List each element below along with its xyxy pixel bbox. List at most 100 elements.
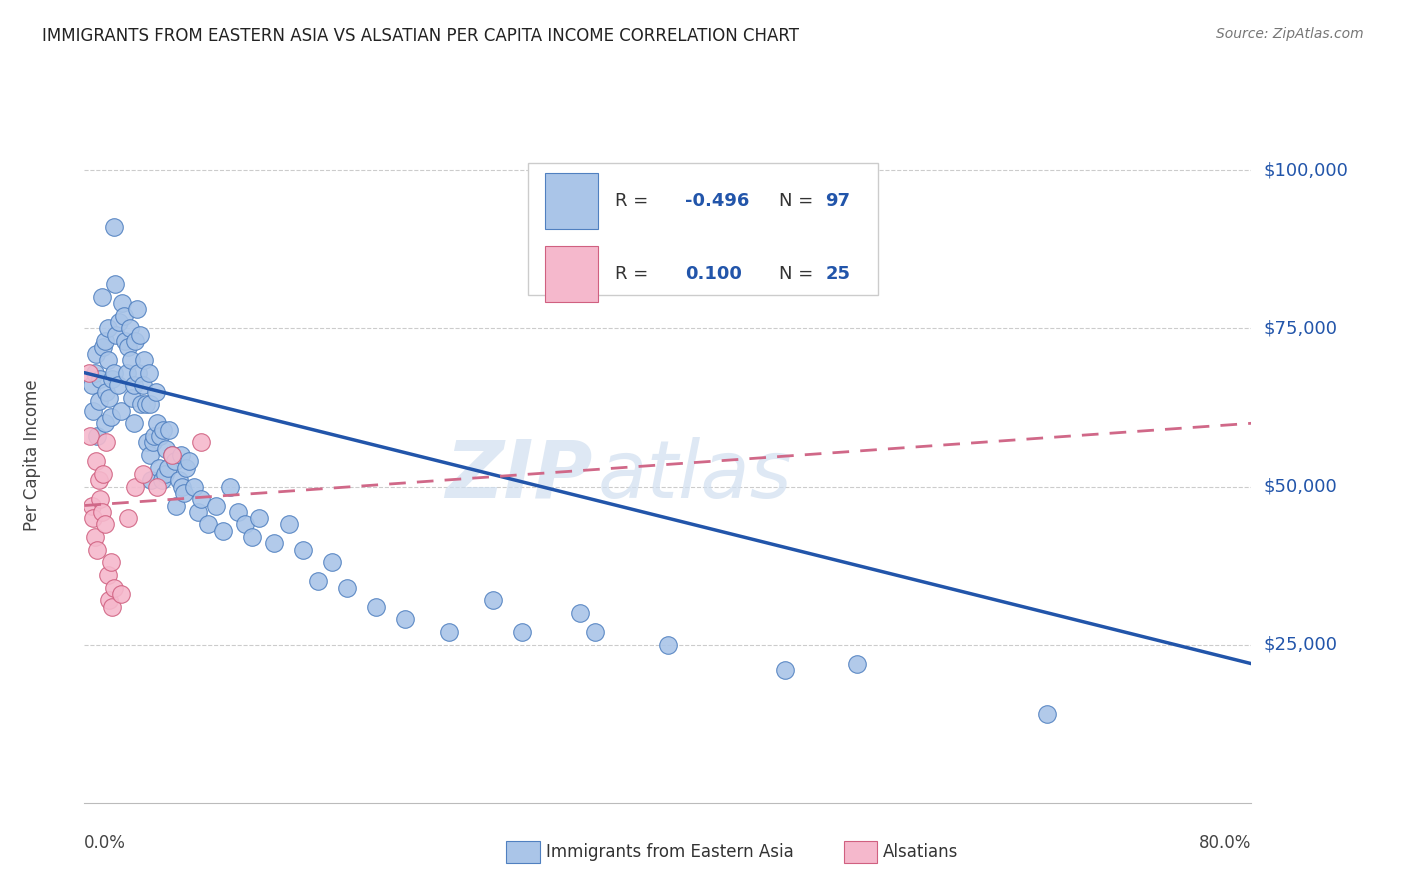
Point xyxy=(226,505,249,519)
Point xyxy=(150,473,173,487)
Point xyxy=(104,277,127,292)
Point xyxy=(82,403,104,417)
Point xyxy=(128,327,150,342)
Point xyxy=(90,290,112,304)
Text: $75,000: $75,000 xyxy=(1263,319,1337,337)
Point xyxy=(146,417,169,431)
Point xyxy=(437,625,460,640)
Point xyxy=(87,394,110,409)
Point xyxy=(307,574,329,589)
Point xyxy=(197,517,219,532)
Point xyxy=(173,486,195,500)
Point xyxy=(97,321,120,335)
Text: N =: N = xyxy=(779,265,818,283)
Point xyxy=(124,479,146,493)
Point xyxy=(122,378,145,392)
Point xyxy=(117,511,139,525)
Point xyxy=(179,454,201,468)
Point xyxy=(94,334,117,348)
Point xyxy=(145,384,167,399)
Point xyxy=(117,340,139,354)
Text: R =: R = xyxy=(616,265,654,283)
Point xyxy=(98,391,121,405)
Point xyxy=(112,309,135,323)
Point xyxy=(124,334,146,348)
Point xyxy=(84,347,107,361)
Text: $25,000: $25,000 xyxy=(1263,636,1337,654)
Point xyxy=(169,448,191,462)
Point xyxy=(394,612,416,626)
Text: 80.0%: 80.0% xyxy=(1199,834,1251,852)
Point xyxy=(569,606,592,620)
Point xyxy=(139,397,162,411)
Point xyxy=(91,467,114,481)
Text: N =: N = xyxy=(779,192,818,210)
Point xyxy=(366,599,388,614)
Point xyxy=(138,366,160,380)
Point xyxy=(165,499,187,513)
Point xyxy=(83,530,105,544)
Point xyxy=(167,473,190,487)
Point xyxy=(132,378,155,392)
Point xyxy=(80,499,103,513)
Text: R =: R = xyxy=(616,192,654,210)
Point xyxy=(94,517,117,532)
Point xyxy=(204,499,226,513)
Point xyxy=(176,460,198,475)
Point xyxy=(103,581,125,595)
Point xyxy=(96,384,118,399)
Point xyxy=(101,599,124,614)
Point xyxy=(115,366,138,380)
Point xyxy=(510,625,533,640)
Point xyxy=(160,448,183,462)
Text: Source: ZipAtlas.com: Source: ZipAtlas.com xyxy=(1216,27,1364,41)
Point xyxy=(846,657,869,671)
Point xyxy=(153,467,176,481)
Point xyxy=(136,435,159,450)
Point xyxy=(89,492,111,507)
Point xyxy=(129,397,152,411)
Point xyxy=(148,460,170,475)
Point xyxy=(89,372,111,386)
Point xyxy=(114,334,136,348)
Point xyxy=(97,353,120,368)
Point xyxy=(122,417,145,431)
Point xyxy=(219,479,242,493)
Point xyxy=(84,454,107,468)
Text: $100,000: $100,000 xyxy=(1263,161,1348,179)
Point xyxy=(100,409,122,424)
Point xyxy=(86,429,108,443)
Point xyxy=(263,536,285,550)
Point xyxy=(100,556,122,570)
Point xyxy=(127,366,149,380)
Point xyxy=(149,429,172,443)
Point xyxy=(292,542,315,557)
Point xyxy=(91,340,114,354)
Point xyxy=(96,435,118,450)
Point xyxy=(110,587,132,601)
Point xyxy=(120,353,142,368)
Point xyxy=(157,423,180,437)
Point xyxy=(83,366,105,380)
Point xyxy=(97,568,120,582)
FancyBboxPatch shape xyxy=(527,162,877,295)
Point xyxy=(190,435,212,450)
Point xyxy=(87,473,110,487)
Text: 0.0%: 0.0% xyxy=(84,834,127,852)
Point xyxy=(134,353,156,368)
Point xyxy=(103,366,125,380)
Text: ZIP: ZIP xyxy=(444,437,592,515)
Text: 25: 25 xyxy=(825,265,851,283)
Point xyxy=(190,492,212,507)
Point xyxy=(160,448,183,462)
Point xyxy=(125,302,148,317)
Point xyxy=(118,321,141,335)
Point xyxy=(103,220,125,235)
Point xyxy=(146,479,169,493)
Point xyxy=(80,378,103,392)
Point xyxy=(1036,707,1059,722)
Text: -0.496: -0.496 xyxy=(685,192,749,210)
Text: 0.100: 0.100 xyxy=(685,265,742,283)
Point xyxy=(108,315,131,329)
Point xyxy=(481,593,505,607)
